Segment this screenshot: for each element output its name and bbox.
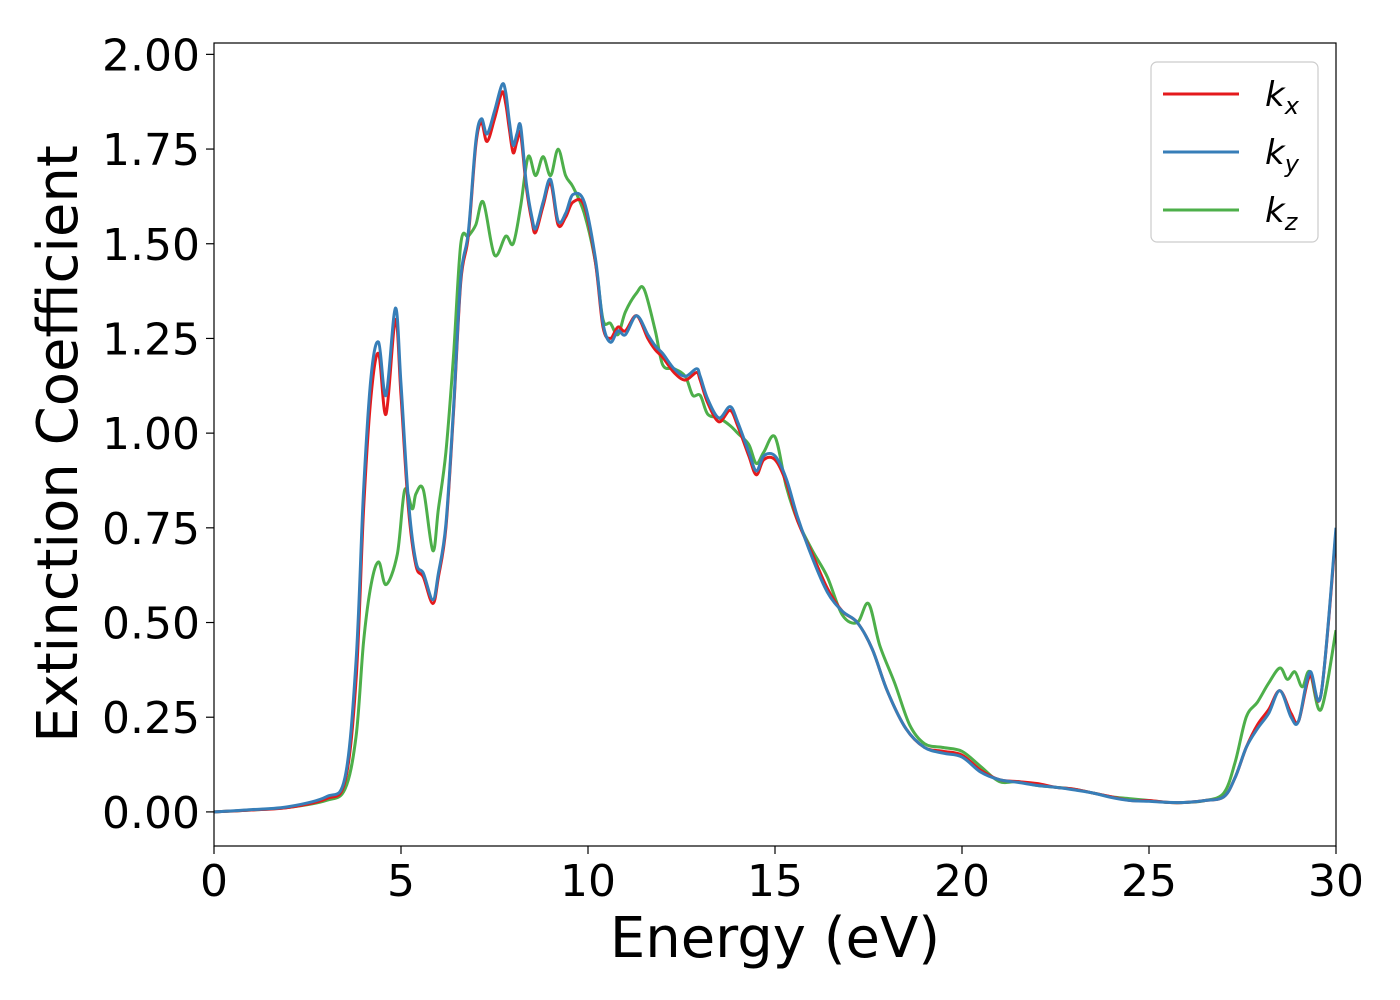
legend-label-kx: kx xyxy=(1265,75,1300,120)
legend-label-kz: kz xyxy=(1265,191,1299,236)
x-tick-label: 30 xyxy=(1308,856,1364,907)
y-tick-label: 2.00 xyxy=(102,30,200,81)
legend: kx ky kz xyxy=(1150,61,1319,243)
series-line-ky xyxy=(214,82,1336,814)
x-tick-label: 5 xyxy=(387,856,415,907)
x-axis-title: Energy (eV) xyxy=(610,906,940,971)
y-axis-title: Extinction Coefficient xyxy=(26,145,91,743)
y-tick-label: 0.75 xyxy=(102,504,200,555)
series-layer xyxy=(214,82,1336,814)
axes-layer: 0 5 10 15 20 25 30 0.00 0.25 0.50 0.75 1.00 1.25 1.50… xyxy=(102,30,1364,907)
series-line-kz xyxy=(214,147,1336,814)
y-tick-label: 0.25 xyxy=(102,693,200,744)
x-tick-label: 20 xyxy=(934,856,990,907)
legend-label-ky: ky xyxy=(1265,133,1300,178)
y-tick-label: 0.50 xyxy=(102,599,200,650)
y-tick-label: 1.25 xyxy=(102,314,200,365)
x-tick-label: 25 xyxy=(1121,856,1177,907)
y-tick-label: 1.00 xyxy=(102,409,200,460)
x-tick-label: 15 xyxy=(747,856,803,907)
x-tick-label: 10 xyxy=(560,856,616,907)
y-tick-label: 0.00 xyxy=(102,788,200,839)
y-tick-label: 1.50 xyxy=(102,220,200,271)
x-tick-label: 0 xyxy=(200,856,228,907)
y-tick-label: 1.75 xyxy=(102,125,200,176)
